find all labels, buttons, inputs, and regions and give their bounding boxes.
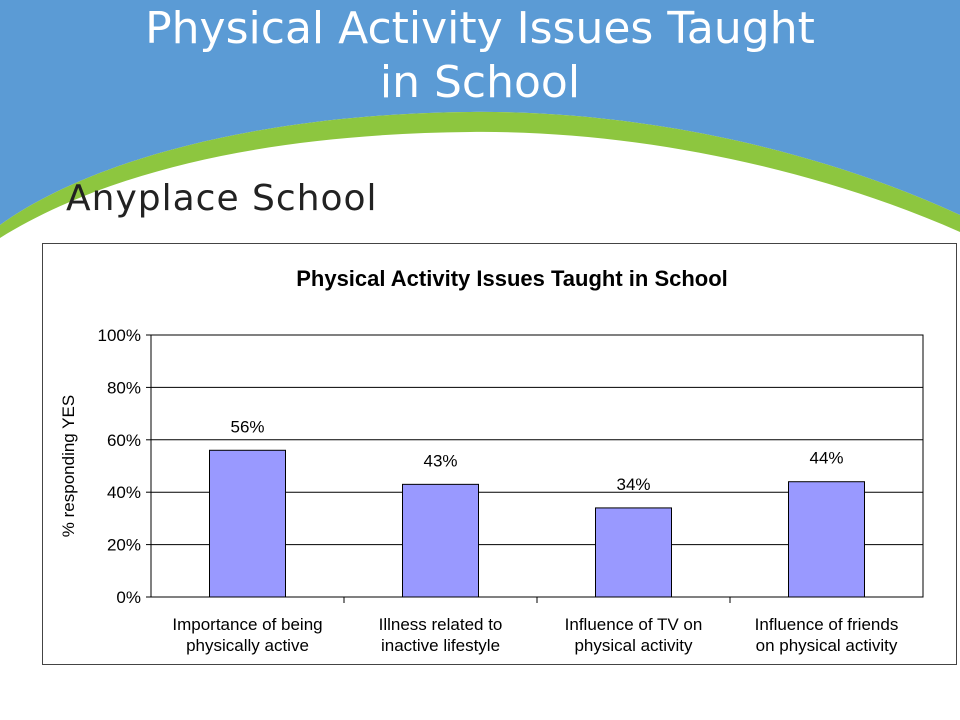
category-label-line: Illness related to [378,615,503,634]
category-label-line: on physical activity [755,636,898,655]
chart-frame: Physical Activity Issues Taught in Schoo… [42,243,957,665]
bar [402,483,479,598]
category-label-line: Influence of TV on [564,615,703,634]
category-label-line: Importance of being [172,615,323,634]
slide-subtitle: Anyplace School [66,178,378,219]
y-tick-label: 40% [107,483,141,502]
bar [209,449,286,598]
category-label: Influence of TV on physical activity [539,614,729,656]
y-tick-label: 60% [107,431,141,450]
category-label-line: physically active [186,636,309,655]
slide-title: Physical Activity Issues Taught in Schoo… [0,2,960,110]
chart-title: Physical Activity Issues Taught in Schoo… [296,266,728,291]
category-label-line: inactive lifestyle [380,636,501,655]
data-label: 34% [616,475,650,494]
bar [788,481,865,598]
y-tick-label: 20% [107,536,141,555]
category-label-line: Influence of friends [754,615,899,634]
category-label-line: physical activity [574,636,693,655]
y-tick-label: 0% [116,588,141,607]
bar [595,507,672,598]
data-label: 56% [230,417,264,436]
category-label: Influence of friends on physical activity [732,614,922,656]
data-label: 44% [809,449,843,468]
slide-title-line1: Physical Activity Issues Taught [145,3,815,54]
data-label: 43% [423,451,457,470]
category-label: Importance of being physically active [153,614,343,656]
bar-chart: Physical Activity Issues Taught in Schoo… [59,266,924,607]
y-tick-label: 100% [98,326,141,345]
y-axis-label: % responding YES [59,395,78,537]
slide-title-line2: in School [379,57,581,108]
y-tick-label: 80% [107,378,141,397]
category-label: Illness related to inactive lifestyle [346,614,536,656]
